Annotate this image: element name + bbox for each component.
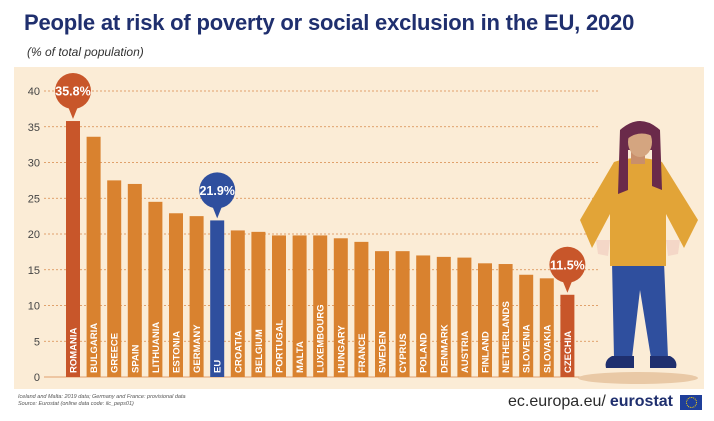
y-tick-label-30: 30 <box>28 158 40 170</box>
category-label-portugal: PORTUGAL <box>275 320 286 374</box>
category-label-germany: GERMANY <box>192 324 203 373</box>
y-tick-label-20: 20 <box>28 229 40 241</box>
brand-name: eurostat <box>609 393 673 410</box>
bar-czechia <box>560 294 575 377</box>
bar-france <box>354 241 369 377</box>
bar-bulgaria <box>86 136 101 377</box>
callout-value-label: 11.5% <box>550 258 585 272</box>
category-label-finland: FINLAND <box>481 331 492 373</box>
bar-netherlands <box>498 264 513 377</box>
callout-bubble <box>549 246 586 283</box>
callout-eu: 21.9% <box>199 172 236 219</box>
y-tick-label-25: 25 <box>28 193 40 205</box>
footnote-line-1: Iceland and Malta: 2019 data; Germany an… <box>18 394 186 400</box>
bar-hungary <box>333 238 348 377</box>
callout-bubble <box>199 172 236 209</box>
category-label-sweden: SWEDEN <box>378 331 389 373</box>
bar-slovenia <box>519 274 534 377</box>
bar-spain <box>127 183 142 377</box>
bar-estonia <box>169 213 183 377</box>
category-labels: ROMANIA BULGARIA GREECE SPAIN LITHUANIA ESTON… <box>69 301 574 373</box>
chart-footnote: Iceland and Malta: 2019 data; Germany an… <box>18 394 186 408</box>
category-label-estonia: ESTONIA <box>172 331 183 373</box>
person-trousers <box>612 262 668 358</box>
category-label-luxembourg: LUXEMBOURG <box>316 304 327 373</box>
y-tick-label-5: 5 <box>34 336 40 348</box>
bar-malta <box>292 235 307 377</box>
category-label-cyprus: CYPRUS <box>398 333 409 373</box>
bar-belgium <box>251 231 266 377</box>
y-tick-label-10: 10 <box>28 301 40 313</box>
callout-bubble <box>55 73 91 110</box>
person-left-shoe <box>605 356 634 368</box>
category-label-poland: POLAND <box>419 333 430 373</box>
bar-luxembourg <box>313 235 328 377</box>
bar-croatia <box>230 230 245 377</box>
category-label-lithuania: LITHUANIA <box>151 322 162 373</box>
category-label-malta: MALTA <box>295 341 306 373</box>
category-label-slovakia: SLOVAKIA <box>542 324 553 373</box>
ground-shadow <box>578 372 698 384</box>
category-label-hungary: HUNGARY <box>336 325 347 373</box>
category-label-netherlands: NETHERLANDS <box>501 301 512 373</box>
y-tick-label-15: 15 <box>28 265 40 277</box>
bar-denmark <box>436 256 451 377</box>
bar-austria <box>457 257 472 377</box>
category-label-france: FRANCE <box>357 333 368 373</box>
y-tick-label-40: 40 <box>28 86 40 98</box>
bar-romania <box>66 121 80 377</box>
category-label-spain: SPAIN <box>130 345 141 373</box>
callout-czechia: 11.5% <box>549 246 586 293</box>
bar-cyprus <box>395 251 410 377</box>
category-label-bulgaria: BULGARIA <box>89 323 100 373</box>
category-label-czechia: CZECHIA <box>563 331 574 373</box>
eu-flag-icon <box>680 394 702 410</box>
bar-portugal <box>272 235 286 377</box>
person-fringe <box>626 126 656 140</box>
y-tick-label-35: 35 <box>28 122 40 134</box>
bar-slovakia <box>539 278 554 377</box>
category-label-denmark: DENMARK <box>439 324 450 373</box>
bar-eu <box>210 220 225 377</box>
person-empty-pockets-illustration <box>578 121 698 384</box>
bar-lithuania <box>148 201 163 377</box>
category-label-croatia: CROATIA <box>233 330 244 373</box>
person-sweater <box>580 158 698 266</box>
category-label-slovenia: SLOVENIA <box>522 324 533 373</box>
category-label-belgium: BELGIUM <box>254 329 265 373</box>
callout-value-label: 35.8% <box>55 85 90 99</box>
bar-poland <box>416 255 431 377</box>
chart-title: People at risk of poverty or social excl… <box>24 10 635 35</box>
category-label-austria: AUSTRIA <box>460 331 471 373</box>
brand-site: ec.europa.eu/ <box>508 393 606 410</box>
callout-romania: 35.8% <box>55 73 91 120</box>
value-callouts: 35.8% 21.9% 11.5% <box>55 73 586 293</box>
bar-greece <box>107 180 122 377</box>
bar-sweden <box>375 251 389 377</box>
y-axis-ticks: 0 5 10 15 20 25 30 35 40 <box>28 86 40 384</box>
bar-finland <box>478 263 492 377</box>
bar-germany <box>189 216 204 377</box>
footnote-line-2: Source: Eurostat (online data code: ilc_… <box>18 401 134 407</box>
left-pocket-lining <box>596 240 610 256</box>
callout-value-label: 21.9% <box>199 184 234 198</box>
chart-subtitle: (% of total population) <box>27 45 144 59</box>
right-pocket-lining <box>666 240 680 256</box>
category-label-greece: GREECE <box>110 333 121 373</box>
y-tick-label-0: 0 <box>34 372 40 384</box>
bars <box>66 121 575 377</box>
eurostat-branding[interactable]: ec.europa.eu/eurostat <box>508 393 702 411</box>
person-right-shoe <box>650 356 677 368</box>
category-label-romania: ROMANIA <box>69 327 80 373</box>
category-label-eu: EU <box>213 360 224 373</box>
